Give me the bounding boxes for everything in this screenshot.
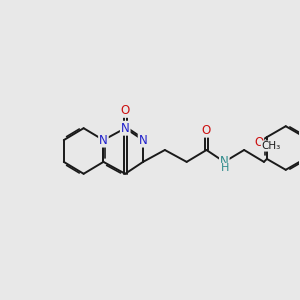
Text: N: N [121,122,130,135]
Text: N: N [220,155,229,168]
Text: N: N [99,134,108,147]
Text: O: O [121,104,130,117]
Text: O: O [202,124,211,137]
Text: O: O [254,136,263,149]
Text: CH₃: CH₃ [261,141,280,151]
Text: N: N [139,134,147,147]
Text: H: H [221,164,230,173]
